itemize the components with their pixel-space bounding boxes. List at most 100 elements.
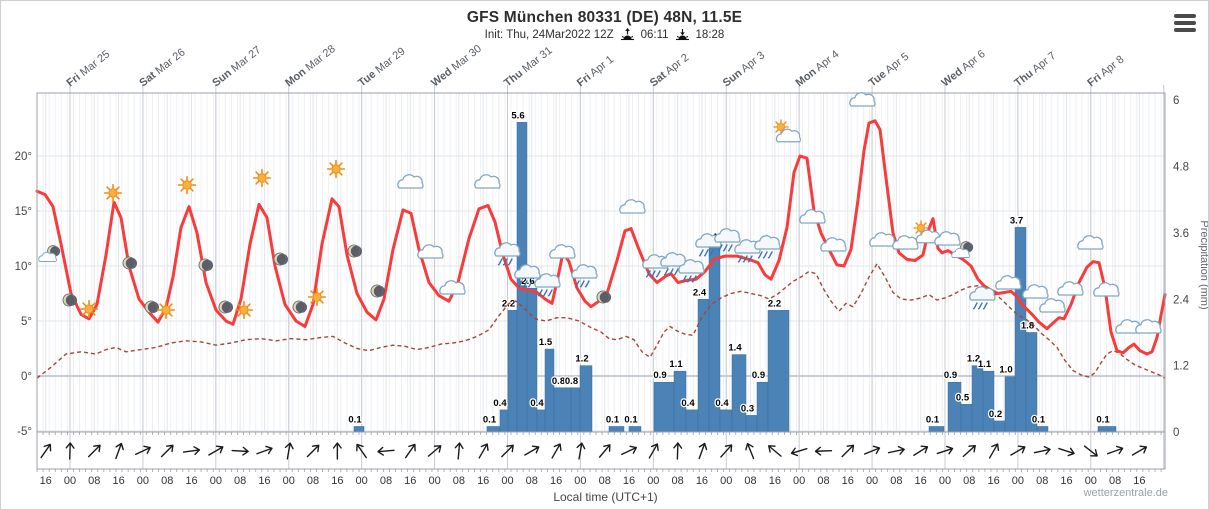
precip-bar (971, 365, 984, 433)
temperature-curve (35, 119, 1167, 356)
precip-axis-label: 1.2 (1173, 361, 1189, 373)
hamburger-menu-button[interactable] (1174, 14, 1196, 32)
precip-value-label: 0.1 (624, 414, 638, 425)
rain-cloud-icon (571, 264, 598, 288)
cloud-icon (869, 232, 896, 247)
sun-icon (252, 168, 272, 188)
rain-cloud-icon (534, 273, 561, 297)
precip-bar (1004, 376, 1016, 433)
cloud-icon (849, 92, 876, 107)
precip-bar (499, 409, 509, 433)
day-label: Wed Apr 6 (939, 48, 987, 89)
precip-axis-label: 4.8 (1173, 162, 1189, 174)
precip-bar (1036, 426, 1049, 433)
time-tick-label: 16 (477, 475, 489, 487)
temp-axis-label: 20° (15, 151, 32, 163)
cloud-icon (417, 244, 444, 259)
wind-arrow (427, 445, 442, 457)
time-tick-label: 08 (234, 475, 246, 487)
weather-icons (38, 92, 1162, 334)
sunrise-icon (620, 28, 634, 41)
temp-axis-label: 0° (21, 371, 32, 383)
rain-cloud-icon (660, 252, 687, 276)
precip-bar (960, 404, 973, 433)
precip-bar (628, 426, 642, 433)
precip-value-label: 0.8 (565, 376, 578, 387)
time-tick-label: 16 (40, 475, 52, 487)
wind-arrow (913, 445, 929, 456)
x-axis-title: Local time (UTC+1) (553, 490, 658, 504)
sun-icon (234, 300, 254, 320)
wind-arrow (356, 443, 367, 459)
wind-arrow (790, 447, 808, 457)
wind-arrow (1033, 445, 1051, 455)
sun-icon (307, 287, 327, 307)
temp-axis-label: 5° (21, 316, 32, 328)
day-label: Mon Apr 4 (794, 48, 842, 89)
rain-cloud-icon (969, 286, 996, 310)
precip-bar (608, 426, 625, 433)
precip-bar (579, 365, 593, 433)
page-title: GFS München 80331 (DE) 48N, 11.5E (466, 9, 743, 26)
time-tick-label: 00 (793, 475, 805, 487)
precip-bar (526, 287, 538, 433)
precip-bar (928, 426, 945, 433)
time-tick-label: 00 (428, 475, 440, 487)
precip-value-label: 0.3 (741, 403, 754, 414)
init-label: Init: Thu, 24Mar2022 12Z (484, 29, 614, 41)
cloud-icon (1039, 298, 1066, 313)
cloud-icon (799, 209, 826, 224)
rain-cloud-icon (754, 235, 781, 259)
precip-value-label: 1.2 (575, 354, 588, 365)
precip-axis-title: Precipitation (mm) (1198, 220, 1209, 309)
hamburger-bar (1174, 28, 1196, 32)
cloud-icon (397, 174, 424, 189)
sun-icon (79, 299, 99, 319)
time-tick-label: 00 (137, 475, 149, 487)
temp-axis-label: 10° (15, 261, 32, 273)
wind-arrow (1058, 447, 1075, 457)
day-label: Wed Mar 30 (429, 43, 484, 90)
time-tick-label: 08 (453, 475, 465, 487)
time-tick-label: 00 (939, 475, 951, 487)
wind-arrow (814, 446, 833, 456)
wind-arrow (160, 444, 174, 458)
wind-arrow (768, 445, 782, 457)
wind-arrow (284, 442, 294, 460)
day-label: Fri Apr 8 (1085, 54, 1126, 90)
precip-value-label: 1.8 (1021, 320, 1034, 331)
time-tick-label: 08 (380, 475, 392, 487)
precip-value-label: 0.1 (348, 414, 362, 425)
time-tick-label: 00 (64, 475, 76, 487)
wind-arrow (377, 446, 395, 456)
sunset-time: 18:28 (695, 29, 725, 41)
time-tick-label: 08 (1036, 475, 1048, 487)
precip-axis-label: 6 (1173, 95, 1179, 107)
moon-icon (144, 300, 159, 314)
time-tick-label: 00 (210, 475, 222, 487)
moon-icon (62, 293, 77, 307)
precip-bar (353, 426, 365, 433)
wind-arrow (673, 442, 683, 460)
precip-value-label: 1.4 (728, 343, 742, 354)
rain-cloud-icon (494, 242, 521, 266)
precip-bar (731, 354, 747, 433)
time-tick-label: 16 (1133, 475, 1145, 487)
wind-arrow (962, 444, 976, 458)
time-tick-label: 00 (1012, 475, 1024, 487)
moon-icon (347, 244, 362, 258)
precip-bar (685, 409, 699, 433)
precip-bar (507, 310, 518, 433)
wind-arrow (1083, 445, 1098, 457)
hamburger-bar (1174, 21, 1196, 25)
wind-arrows (40, 442, 1148, 460)
cloud-icon (820, 237, 847, 252)
time-tick-label: 08 (890, 475, 902, 487)
time-tick-label: 08 (88, 475, 100, 487)
wind-arrow (182, 446, 201, 456)
precip-bar (697, 299, 710, 433)
moon-icon (596, 290, 611, 304)
precip-bar (982, 370, 995, 433)
